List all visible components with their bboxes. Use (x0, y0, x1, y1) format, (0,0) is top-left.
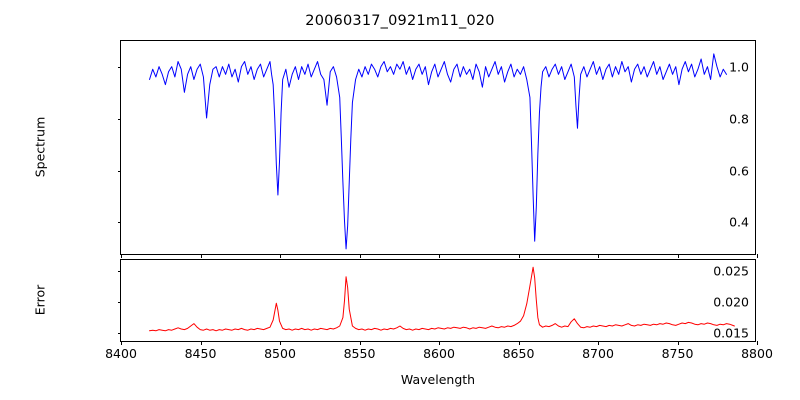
spectrum-x-tickmark (439, 254, 440, 258)
spectrum-x-tickmark (121, 254, 122, 258)
error-x-tickmark (518, 341, 520, 345)
error-y-tickmark (117, 301, 121, 303)
spectrum-x-tickmark (757, 254, 758, 258)
error-x-tickmark (439, 341, 440, 345)
error-x-tickmark (757, 341, 758, 345)
error-x-ticklabel: 8600 (423, 346, 455, 361)
error-x-ticklabel: 8550 (343, 346, 376, 361)
error-line-plot (121, 260, 755, 341)
error-y-tickmark (117, 271, 121, 273)
error-y-ticklabel: 0.020 (713, 294, 749, 310)
error-y-ticklabel: 0.025 (713, 263, 749, 279)
spectrum-y-ticklabel: 0.6 (729, 163, 749, 179)
spectrum-x-tickmark (359, 254, 361, 258)
spectrum-y-tickmark (117, 222, 121, 224)
spectrum-x-tickmark (598, 254, 599, 258)
error-x-ticklabel: 8800 (741, 346, 773, 361)
error-x-tickmark (677, 341, 679, 345)
error-x-ticklabel: 8650 (502, 346, 535, 361)
x-axis-title: Wavelength (400, 372, 476, 387)
spectrum-y-tickmark (117, 66, 121, 68)
spectrum-axes: 0.4 0.6 0.8 1.0 (117, 40, 758, 258)
spectrum-line-plot (121, 41, 755, 254)
spectrum-x-tickmark (280, 254, 281, 258)
error-x-ticklabel: 8450 (184, 346, 217, 361)
error-x-ticklabel: 8750 (661, 346, 694, 361)
error-x-tickmark (598, 341, 599, 345)
spectrum-y-axis-title: Spectrum (32, 116, 48, 178)
spectrum-y-ticklabel: 0.8 (729, 111, 749, 127)
spectrum-x-tickmark (677, 254, 679, 258)
spectrum-x-tickmark (518, 254, 520, 258)
error-x-tickmark (280, 341, 281, 345)
spectrum-y-ticklabel: 0.4 (729, 214, 749, 230)
spectrum-x-tickmark (200, 254, 202, 258)
spectrum-y-tickmark (117, 118, 121, 120)
error-x-tickmark (359, 341, 361, 345)
error-x-tickmark (200, 341, 202, 345)
error-y-tickmark (117, 332, 121, 334)
error-y-ticklabel: 0.015 (713, 325, 749, 341)
error-x-ticklabel: 8400 (105, 346, 137, 361)
spectrum-y-ticklabel: 1.0 (729, 59, 749, 75)
error-x-ticklabel: 8500 (264, 346, 296, 361)
error-x-ticklabel: 8700 (582, 346, 614, 361)
error-axes: 0.015 0.020 0.025 8400 8450 8500 8550 8600 8650… (105, 259, 773, 361)
error-x-tickmark (121, 341, 122, 345)
error-data-line (150, 267, 735, 331)
figure-title: 20060317_0921m11_020 (305, 13, 495, 29)
spectrum-data-line (150, 54, 727, 249)
error-y-axis-title: Error (32, 284, 48, 316)
spectrum-y-tickmark (117, 170, 121, 172)
